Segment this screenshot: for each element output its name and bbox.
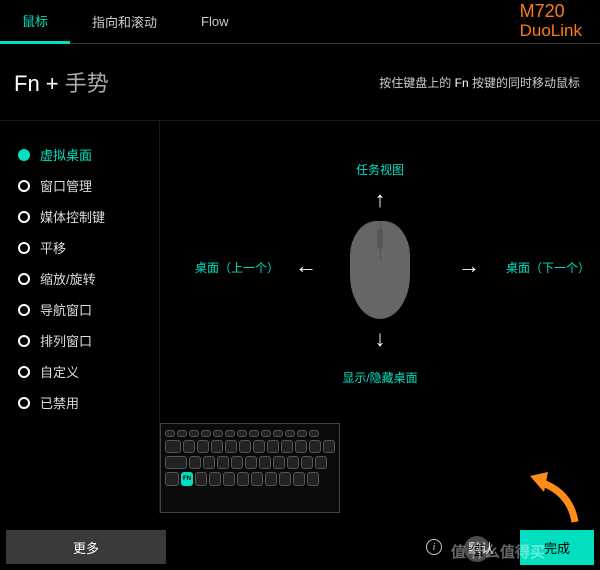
direction-right-label[interactable]: 桌面（下一个） — [506, 259, 590, 276]
direction-up-label[interactable]: 任务视图 — [356, 161, 404, 178]
option-window-management[interactable]: 窗口管理 — [18, 176, 159, 195]
radio-icon — [18, 335, 30, 347]
mouse-icon — [350, 221, 410, 319]
option-disabled[interactable]: 已禁用 — [18, 393, 159, 412]
radio-icon — [18, 304, 30, 316]
fn-key-icon: FN — [181, 472, 193, 486]
arrow-up-icon: ↑ — [375, 187, 386, 213]
keyboard-preview: FN — [160, 423, 340, 513]
direction-left-label[interactable]: 桌面（上一个） — [195, 259, 279, 276]
gesture-title: Fn + 手势 — [14, 66, 109, 98]
brand-model: M720 — [520, 2, 582, 22]
gesture-header: Fn + 手势 按住键盘上的 Fn 按键的同时移动鼠标 — [0, 44, 600, 121]
tab-point-scroll[interactable]: 指向和滚动 — [70, 0, 179, 44]
gesture-options-list: 虚拟桌面 窗口管理 媒体控制键 平移 缩放/旋转 导航窗口 排列窗口 自定义 已… — [0, 121, 160, 513]
option-virtual-desktop[interactable]: 虚拟桌面 — [18, 145, 159, 164]
done-button[interactable]: 完成 — [520, 530, 594, 565]
option-nav-window[interactable]: 导航窗口 — [18, 300, 159, 319]
direction-down-label[interactable]: 显示/隐藏桌面 — [342, 369, 417, 386]
top-tabs: 鼠标 指向和滚动 Flow — [0, 0, 600, 44]
option-custom[interactable]: 自定义 — [18, 362, 159, 381]
footer-bar: 更多 i 默认 完成 — [0, 529, 600, 565]
main-area: 虚拟桌面 窗口管理 媒体控制键 平移 缩放/旋转 导航窗口 排列窗口 自定义 已… — [0, 121, 600, 513]
arrow-down-icon: ↓ — [375, 326, 386, 352]
radio-icon — [18, 273, 30, 285]
option-arrange-window[interactable]: 排列窗口 — [18, 331, 159, 350]
radio-icon — [18, 242, 30, 254]
radio-icon — [18, 397, 30, 409]
option-pan[interactable]: 平移 — [18, 238, 159, 257]
radio-icon — [18, 180, 30, 192]
tab-flow[interactable]: Flow — [179, 0, 250, 44]
radio-icon — [18, 149, 30, 161]
info-icon[interactable]: i — [426, 539, 442, 555]
gesture-description: 按住键盘上的 Fn 按键的同时移动鼠标 — [379, 74, 580, 91]
more-button[interactable]: 更多 — [6, 530, 166, 564]
radio-icon — [18, 211, 30, 223]
option-media-control[interactable]: 媒体控制键 — [18, 207, 159, 226]
gesture-diagram: 任务视图 显示/隐藏桌面 桌面（上一个） 桌面（下一个） ↑ ↓ ← → FN — [160, 121, 600, 513]
default-button[interactable]: 默认 — [452, 530, 510, 565]
arrow-left-icon: ← — [295, 253, 317, 279]
radio-icon — [18, 366, 30, 378]
tab-mouse[interactable]: 鼠标 — [0, 0, 70, 44]
brand-badge: M720 DuoLink — [520, 2, 582, 40]
arrow-right-icon: → — [458, 253, 480, 279]
brand-subtitle: DuoLink — [520, 22, 582, 41]
option-zoom-rotate[interactable]: 缩放/旋转 — [18, 269, 159, 288]
